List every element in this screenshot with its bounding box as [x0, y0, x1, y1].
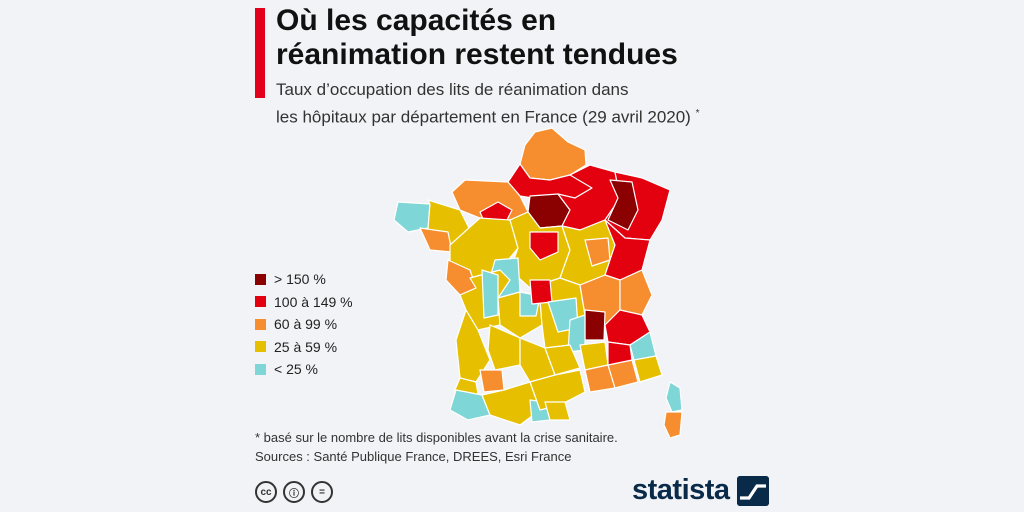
subtitle-line-1: Taux d’occupation des lits de réanimatio… [276, 80, 629, 99]
region-moselle [607, 179, 639, 231]
map-legend: > 150 % 100 à 149 % 60 à 99 % 25 à 59 % … [255, 268, 353, 381]
brand-name: statista [632, 474, 730, 506]
legend-label: 100 à 149 % [274, 293, 353, 310]
legend-item: 60 à 99 % [255, 313, 353, 336]
licence-icons: cc ⓘ = [255, 481, 333, 503]
legend-swatch [255, 296, 266, 308]
attribution-icon[interactable]: ⓘ [283, 481, 305, 503]
statista-mark-icon [736, 475, 769, 506]
legend-label: > 150 % [274, 271, 326, 288]
region-aude [544, 401, 571, 421]
france-departments-map [393, 127, 683, 439]
legend-swatch [255, 273, 266, 285]
subtitle-footnote-mark: * [695, 108, 700, 119]
title-line-1: Où les capacités en [276, 4, 557, 37]
title-accent-bar [255, 8, 265, 98]
page-title: Où les capacités en réanimation restent … [276, 4, 796, 72]
region-savoie [619, 269, 653, 316]
region-vienne [481, 269, 499, 319]
region-drome [607, 341, 633, 366]
region-lyon [584, 309, 606, 341]
title-line-2: réanimation restent tendues [276, 38, 678, 71]
legend-swatch [255, 363, 266, 375]
footnote-sources: Sources : Santé Publique France, DREES, … [255, 449, 572, 464]
footnote-note: * basé sur le nombre de lits disponibles… [255, 430, 618, 445]
region-herault [529, 369, 586, 411]
region-alpes-maritimes [633, 355, 663, 383]
region-corse-south [663, 411, 683, 439]
legend-swatch [255, 341, 266, 353]
region-bretagne-west [393, 201, 431, 233]
region-loiret [529, 231, 559, 261]
subtitle: Taux d’occupation des lits de réanimatio… [276, 78, 796, 130]
region-lot-et-garonne [479, 369, 505, 393]
subtitle-text: les hôpitaux par département en France (… [276, 107, 691, 127]
cc-icon[interactable]: cc [255, 481, 277, 503]
region-pyrenees-atlantiques [449, 389, 491, 421]
legend-item: < 25 % [255, 358, 353, 381]
legend-item: 100 à 149 % [255, 291, 353, 314]
statista-logo[interactable]: statista [632, 474, 769, 507]
region-dordogne [487, 324, 521, 371]
legend-swatch [255, 318, 266, 330]
subtitle-line-2: les hôpitaux par département en France (… [276, 102, 796, 130]
legend-item: 25 à 59 % [255, 336, 353, 359]
legend-item: > 150 % [255, 268, 353, 291]
no-derivatives-icon[interactable]: = [311, 481, 333, 503]
footnote: * basé sur le nombre de lits disponibles… [255, 428, 618, 466]
legend-label: 25 à 59 % [274, 338, 338, 355]
region-allier [529, 279, 553, 305]
legend-label: < 25 % [274, 361, 318, 378]
region-corse-north [665, 381, 683, 413]
region-morbihan [419, 227, 453, 253]
region-lozere [544, 344, 581, 376]
legend-label: 60 à 99 % [274, 316, 338, 333]
